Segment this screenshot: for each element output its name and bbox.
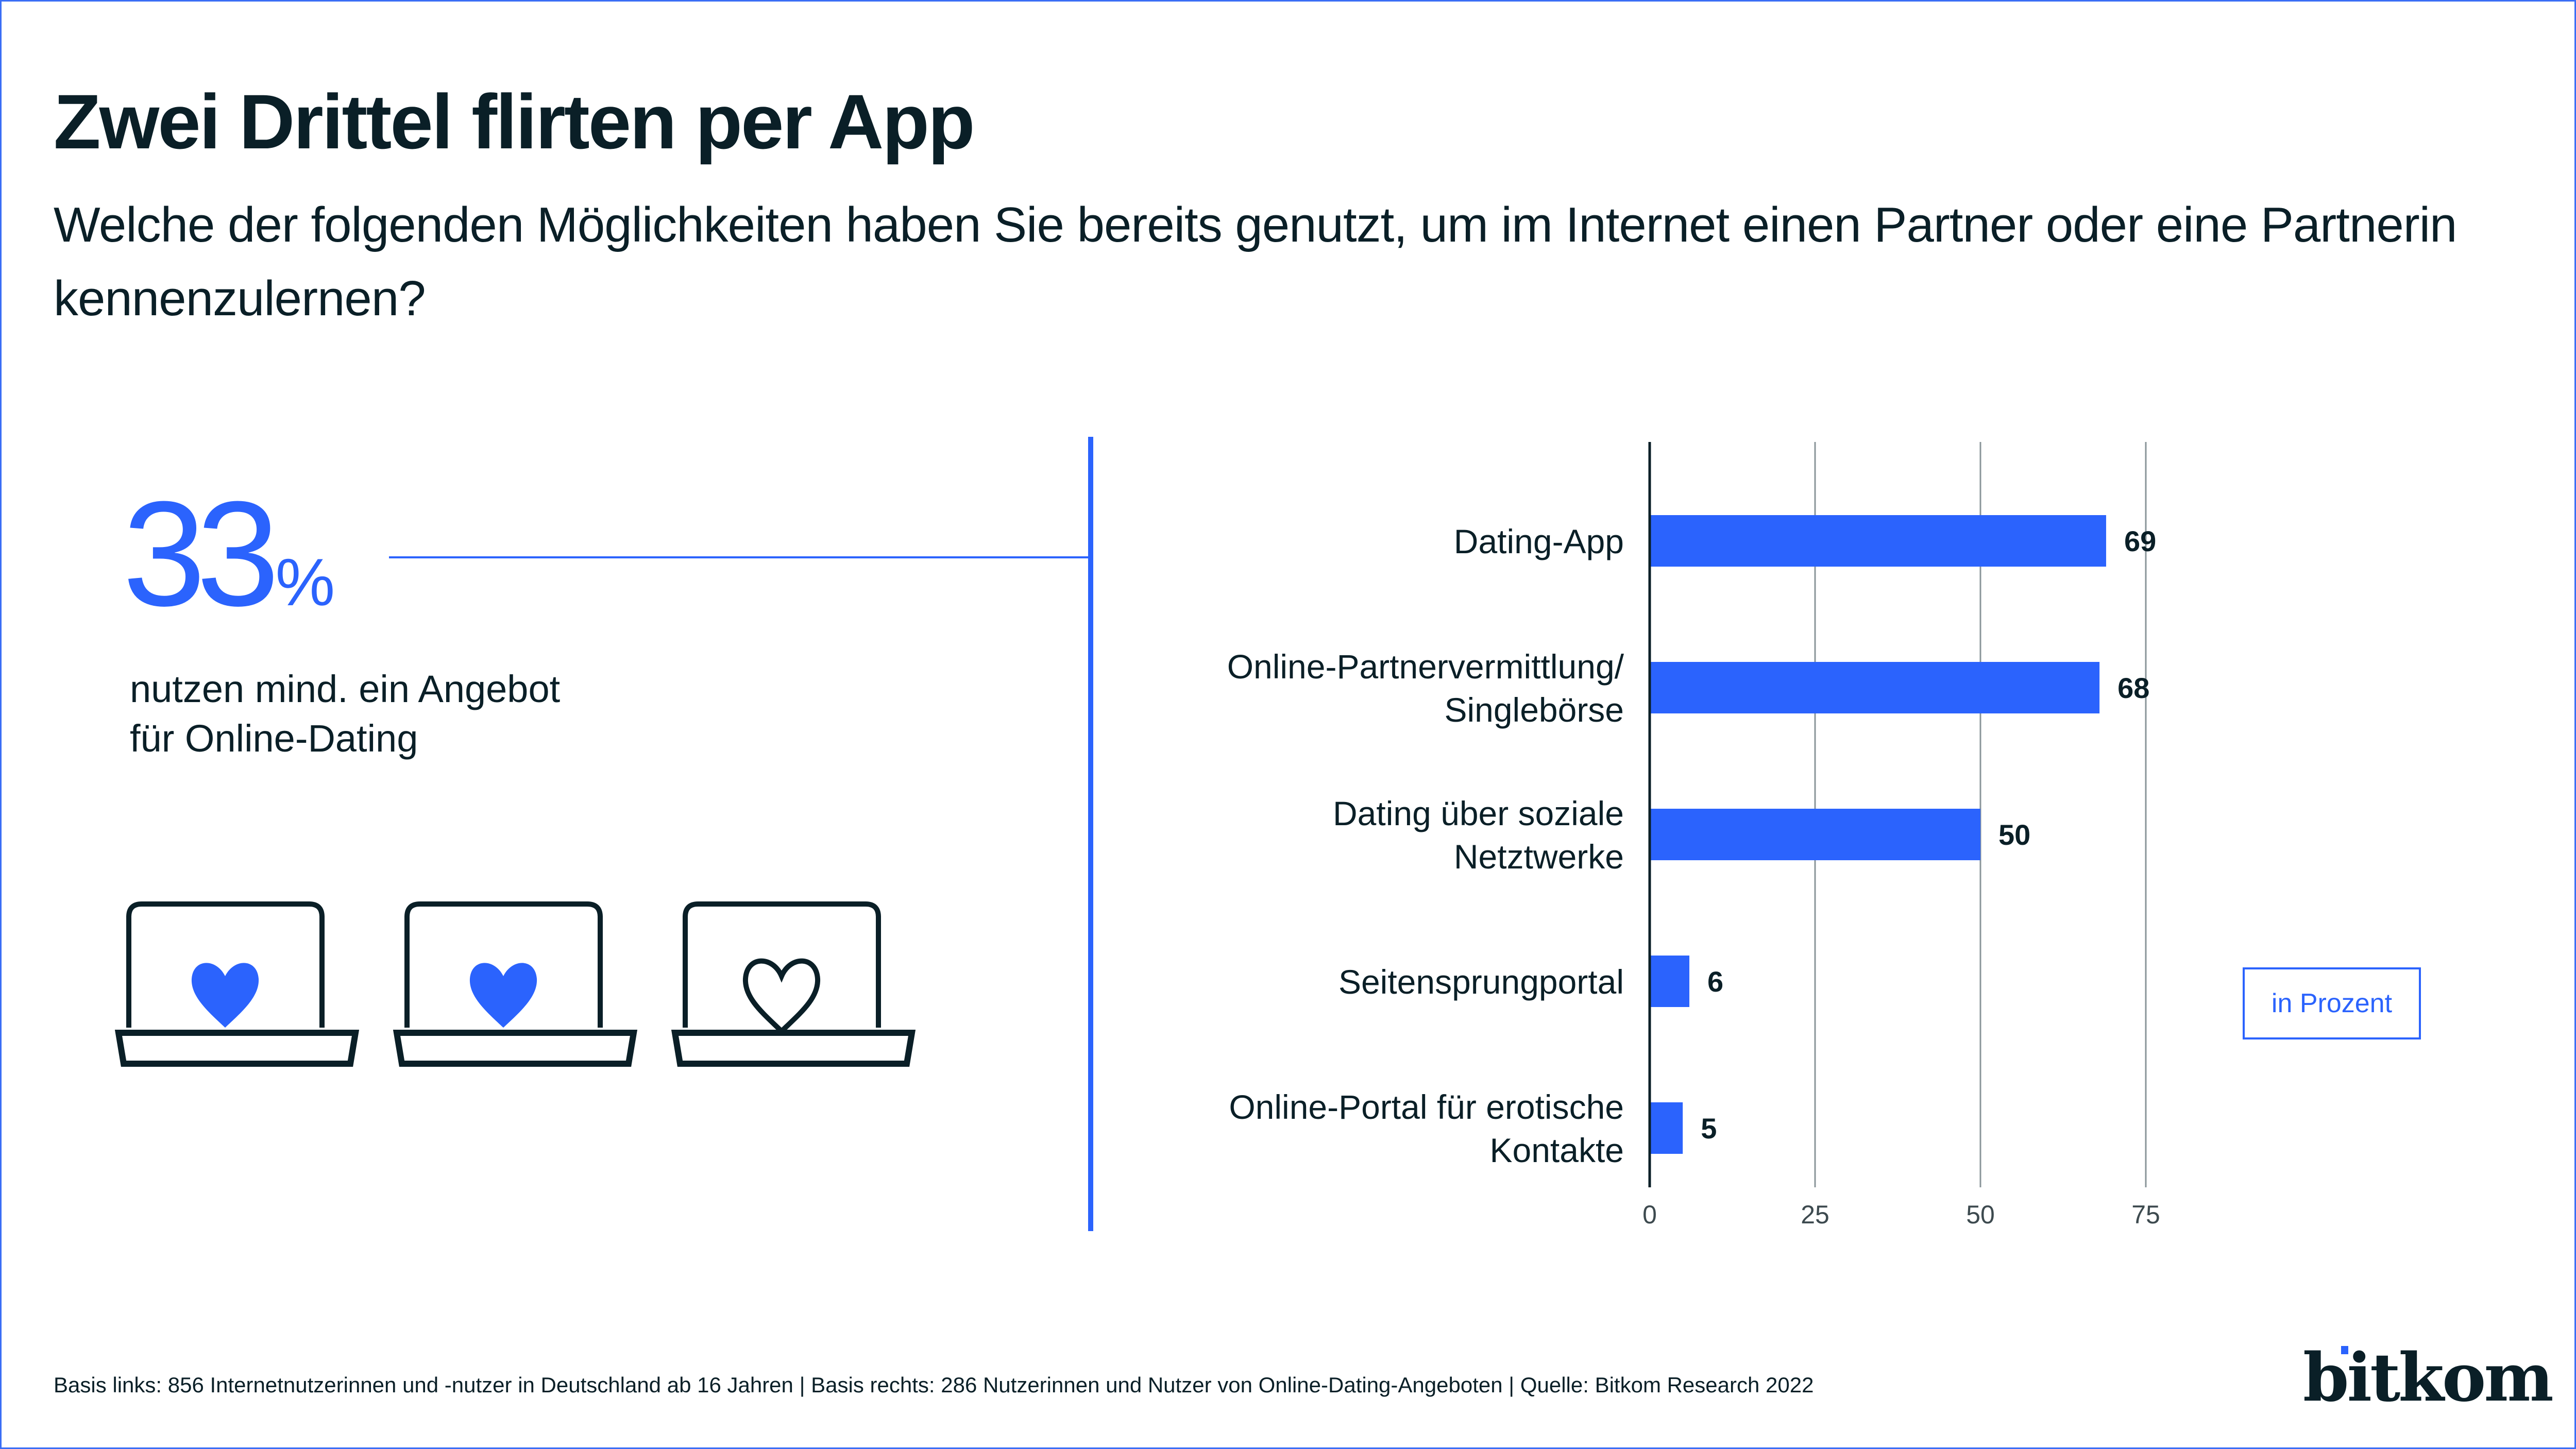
kpi-number: 33 — [123, 470, 280, 637]
laptop-heart-outline-icon — [671, 901, 916, 1067]
category-label: Dating über soziale — [1333, 794, 1624, 832]
bar — [1650, 956, 1690, 1007]
category-label: Singlebörse — [1444, 691, 1624, 729]
category-label: Kontakte — [1489, 1131, 1624, 1169]
x-tick-label: 75 — [2131, 1200, 2160, 1229]
bitkom-logo: bitkom — [2303, 1339, 2554, 1417]
kpi-caption-line: für Online-Dating — [130, 717, 418, 760]
bar — [1650, 809, 1980, 860]
bar-value-label: 5 — [1701, 1112, 1717, 1145]
bar — [1650, 515, 2106, 567]
category-label: Netztwerke — [1454, 838, 1624, 876]
x-tick-label: 50 — [1966, 1200, 1995, 1229]
kpi-connector-line — [389, 556, 1090, 558]
section-divider — [1088, 437, 1093, 1231]
bar — [1650, 662, 2100, 713]
kpi-caption-line: nutzen mind. ein Angebot — [130, 668, 561, 710]
category-label: Online-Portal für erotische — [1229, 1088, 1624, 1126]
laptop-heart-filled-icon — [114, 901, 360, 1067]
category-label: Online-Partnervermittlung/ — [1227, 647, 1624, 686]
bar-value-label: 50 — [1998, 819, 2030, 851]
kpi-value: 33% — [123, 479, 335, 628]
bar-value-label: 6 — [1707, 965, 1723, 998]
bar — [1650, 1102, 1683, 1154]
kpi-unit: % — [275, 544, 335, 620]
bar-value-label: 69 — [2124, 525, 2156, 557]
chart-question: Welche der folgenden Möglichkeiten haben… — [54, 197, 2457, 326]
unit-label-box: in Prozent — [2243, 967, 2421, 1039]
kpi-caption: nutzen mind. ein Angebot für Online-Dati… — [130, 664, 560, 763]
bar-value-label: 68 — [2117, 672, 2149, 704]
category-label: Seitensprungportal — [1338, 963, 1624, 1001]
logo-accent-dot — [2341, 1346, 2348, 1354]
laptop-heart-filled-icon — [393, 901, 638, 1067]
x-tick-label: 25 — [1801, 1200, 1829, 1229]
page-title: Zwei Drittel flirten per App — [54, 78, 975, 165]
source-footnote: Basis links: 856 Internetnutzerinnen und… — [54, 1373, 1814, 1397]
category-label: Dating-App — [1454, 522, 1624, 560]
x-tick-label: 0 — [1642, 1200, 1657, 1229]
